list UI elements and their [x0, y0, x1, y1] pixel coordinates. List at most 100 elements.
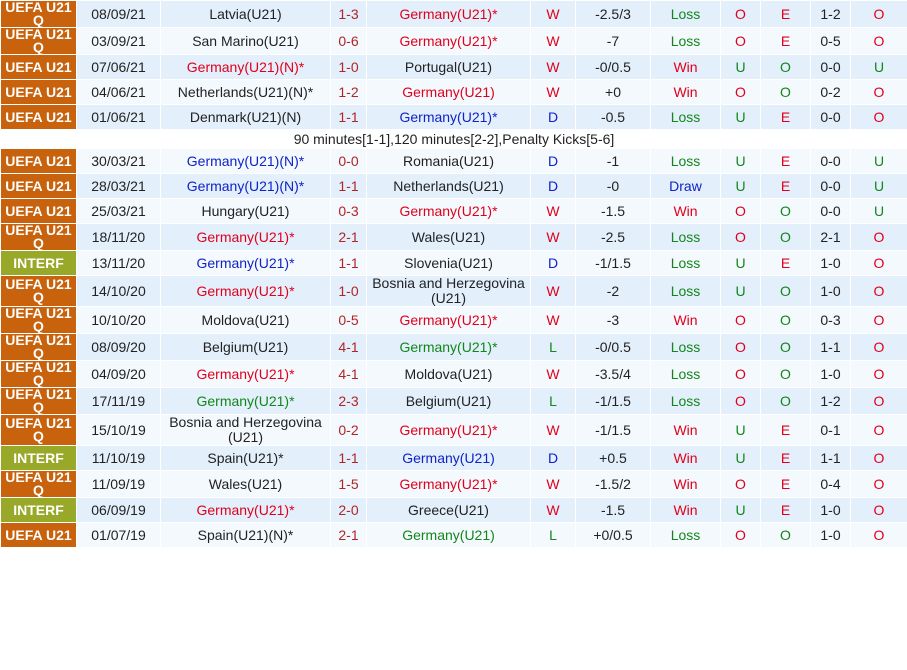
over-under: O	[720, 333, 761, 361]
half-time-over-under: O	[850, 360, 907, 388]
note: 90 minutes[1-1],120 minutes[2-2],Penalty…	[0, 129, 907, 149]
competition: UEFA U21	[0, 148, 77, 174]
competition: INTERF	[0, 445, 77, 471]
score: 0-0	[330, 148, 367, 174]
handicap-result: Loss	[650, 275, 721, 307]
odd-even: O	[760, 306, 811, 334]
competition: UEFA U21	[0, 54, 77, 80]
result: W	[530, 0, 576, 28]
competition: UEFA U21	[0, 522, 77, 548]
half-time-score: 0-2	[810, 79, 851, 105]
half-time-score: 0-0	[810, 104, 851, 130]
half-time-score: 1-1	[810, 445, 851, 471]
score: 2-0	[330, 497, 367, 523]
date: 25/03/21	[76, 198, 161, 224]
odd-even: O	[760, 79, 811, 105]
half-time-score: 0-0	[810, 54, 851, 80]
half-time-score: 0-3	[810, 306, 851, 334]
over-under: U	[720, 104, 761, 130]
date: 01/07/19	[76, 522, 161, 548]
date: 08/09/20	[76, 333, 161, 361]
away-team: Belgium(U21)	[366, 387, 531, 415]
result: W	[530, 360, 576, 388]
handicap: -2.5/3	[575, 0, 651, 28]
result: W	[530, 414, 576, 446]
home-team: Spain(U21)(N)*	[160, 522, 331, 548]
date: 03/09/21	[76, 27, 161, 55]
over-under: O	[720, 360, 761, 388]
handicap: -1.5/2	[575, 470, 651, 498]
handicap: -1	[575, 148, 651, 174]
match-row: INTERF 13/11/20 Germany(U21)* 1-1 Slovenia(U…	[0, 250, 907, 276]
half-time-over-under: O	[850, 333, 907, 361]
over-under: O	[720, 387, 761, 415]
match-table: UEFA U21 Q 08/09/21 Latvia(U21) 1-3 Germany(…	[0, 0, 907, 548]
half-time-score: 0-0	[810, 173, 851, 199]
score: 1-0	[330, 275, 367, 307]
result: D	[530, 250, 576, 276]
handicap: -0/0.5	[575, 333, 651, 361]
over-under: U	[720, 173, 761, 199]
odd-even: E	[760, 470, 811, 498]
result: W	[530, 470, 576, 498]
half-time-over-under: O	[850, 104, 907, 130]
result: D	[530, 173, 576, 199]
home-team: Germany(U21)(N)*	[160, 148, 331, 174]
score: 1-3	[330, 0, 367, 28]
match-row: UEFA U21 04/06/21 Netherlands(U21)(N)* 1-2 G…	[0, 79, 907, 105]
half-time-over-under: U	[850, 148, 907, 174]
handicap: -1/1.5	[575, 387, 651, 415]
over-under: O	[720, 306, 761, 334]
competition: UEFA U21	[0, 104, 77, 130]
away-team: Netherlands(U21)	[366, 173, 531, 199]
home-team: Hungary(U21)	[160, 198, 331, 224]
over-under: O	[720, 0, 761, 28]
home-team: Belgium(U21)	[160, 333, 331, 361]
match-row: UEFA U21 01/07/19 Spain(U21)(N)* 2-1 Germany…	[0, 522, 907, 548]
away-team: Moldova(U21)	[366, 360, 531, 388]
home-team: Germany(U21)*	[160, 387, 331, 415]
over-under: U	[720, 414, 761, 446]
over-under: O	[720, 522, 761, 548]
handicap: -1.5	[575, 497, 651, 523]
score: 0-6	[330, 27, 367, 55]
half-time-over-under: O	[850, 445, 907, 471]
away-team: Wales(U21)	[366, 223, 531, 251]
home-team: Germany(U21)(N)*	[160, 54, 331, 80]
handicap-result: Win	[650, 198, 721, 224]
date: 14/10/20	[76, 275, 161, 307]
score: 1-1	[330, 445, 367, 471]
competition: UEFA U21 Q	[0, 333, 77, 361]
odd-even: E	[760, 414, 811, 446]
half-time-score: 0-1	[810, 414, 851, 446]
score: 1-1	[330, 250, 367, 276]
half-time-over-under: O	[850, 414, 907, 446]
over-under: O	[720, 470, 761, 498]
home-team: Germany(U21)*	[160, 275, 331, 307]
competition: UEFA U21 Q	[0, 414, 77, 446]
away-team: Germany(U21)	[366, 445, 531, 471]
result: L	[530, 387, 576, 415]
half-time-over-under: U	[850, 173, 907, 199]
half-time-score: 1-0	[810, 250, 851, 276]
score: 2-1	[330, 522, 367, 548]
half-time-over-under: O	[850, 79, 907, 105]
handicap: -0	[575, 173, 651, 199]
half-time-score: 1-1	[810, 333, 851, 361]
result: L	[530, 522, 576, 548]
result: L	[530, 333, 576, 361]
half-time-score: 1-2	[810, 0, 851, 28]
over-under: U	[720, 54, 761, 80]
odd-even: E	[760, 148, 811, 174]
odd-even: O	[760, 387, 811, 415]
handicap: -1/1.5	[575, 250, 651, 276]
away-team: Germany(U21)*	[366, 198, 531, 224]
match-row: UEFA U21 Q 18/11/20 Germany(U21)* 2-1 Wales(…	[0, 223, 907, 251]
handicap-result: Loss	[650, 387, 721, 415]
competition: UEFA U21 Q	[0, 0, 77, 28]
match-row: UEFA U21 25/03/21 Hungary(U21) 0-3 Germany(U…	[0, 198, 907, 224]
home-team: San Marino(U21)	[160, 27, 331, 55]
handicap: +0	[575, 79, 651, 105]
competition: UEFA U21 Q	[0, 27, 77, 55]
score: 4-1	[330, 360, 367, 388]
